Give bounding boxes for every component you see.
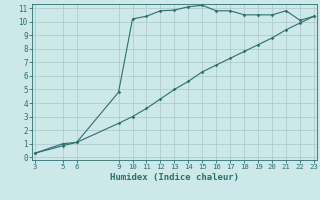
X-axis label: Humidex (Indice chaleur): Humidex (Indice chaleur) [110, 173, 239, 182]
